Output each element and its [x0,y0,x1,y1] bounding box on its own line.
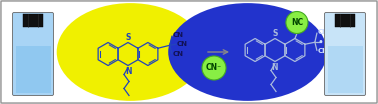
FancyBboxPatch shape [324,12,366,95]
FancyBboxPatch shape [23,14,43,27]
Text: •: • [318,37,324,47]
Text: CN⁻: CN⁻ [206,64,222,72]
Text: N: N [125,66,131,76]
FancyBboxPatch shape [12,12,54,95]
Text: S: S [125,32,131,41]
Polygon shape [327,46,363,92]
Text: CN: CN [318,48,329,54]
Text: CN: CN [177,41,188,47]
Ellipse shape [168,3,327,101]
Polygon shape [15,46,51,92]
Text: N: N [272,63,278,72]
Circle shape [286,12,308,33]
Text: CN: CN [325,39,336,45]
Text: CN: CN [318,29,329,35]
Circle shape [202,56,226,80]
Text: NC: NC [291,18,303,27]
Text: CN: CN [173,32,184,38]
Text: CN: CN [173,51,184,57]
FancyBboxPatch shape [335,14,355,27]
Ellipse shape [57,3,204,101]
Text: S: S [272,28,278,38]
FancyBboxPatch shape [1,1,377,103]
